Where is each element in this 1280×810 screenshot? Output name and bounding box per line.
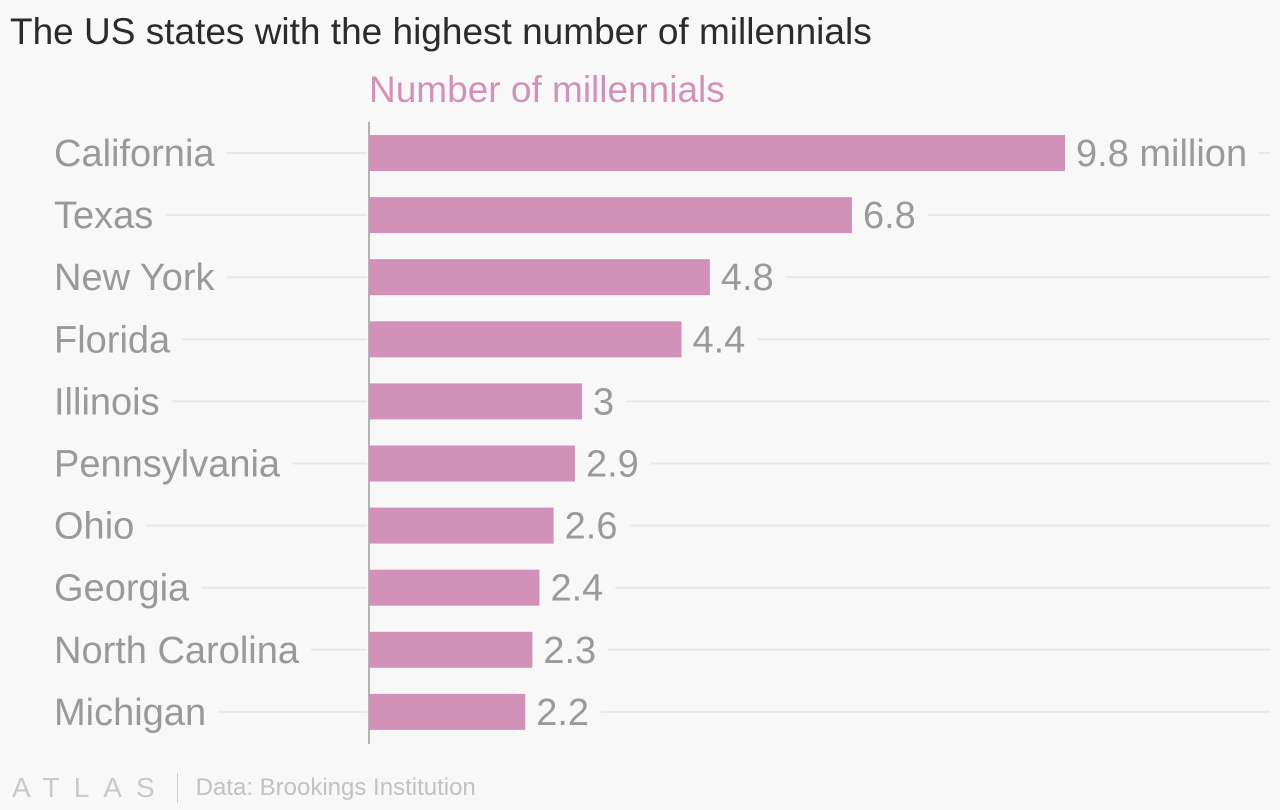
footer-divider [176, 773, 178, 803]
bar [369, 445, 575, 482]
bar [369, 383, 583, 420]
bar [369, 135, 1065, 171]
category-label: Texas [54, 195, 153, 237]
source-note: Data: Brookings Institution [195, 774, 476, 801]
atlas-logo: ATLAS [12, 772, 169, 803]
value-label: 6.8 [863, 195, 916, 237]
value-label: 3 [593, 381, 614, 423]
bar [369, 259, 710, 296]
category-label: Michigan [54, 692, 206, 734]
value-label: 2.2 [536, 692, 589, 734]
category-label: New York [54, 257, 216, 299]
bars [369, 135, 1065, 730]
category-label: Ohio [54, 506, 134, 548]
bar [369, 197, 852, 234]
bar-chart: California Texas New York Florida Illinois Pe… [54, 69, 1270, 744]
value-labels: 9.8 million 6.8 4.8 4.4 3 2.9 2.6 2.4 2.3 2.2 [536, 133, 1247, 734]
category-labels: California Texas New York Florida Illinois Pe… [54, 133, 300, 734]
bar [369, 693, 526, 730]
bar [369, 569, 540, 606]
category-label: California [54, 133, 215, 175]
category-label: North Carolina [54, 630, 300, 672]
value-label: 9.8 million [1076, 133, 1247, 175]
value-label: 2.6 [565, 506, 618, 548]
category-label: Illinois [54, 381, 160, 423]
value-label: 2.3 [543, 630, 596, 672]
category-label: Georgia [54, 568, 190, 610]
bar [369, 631, 533, 668]
footer: ATLAS Data: Brookings Institution [12, 770, 476, 806]
category-label: Pennsylvania [54, 444, 281, 486]
value-label: 4.8 [721, 257, 774, 299]
chart-title: The US states with the highest number of… [10, 11, 872, 52]
bar [369, 507, 554, 544]
value-label: 2.4 [550, 568, 603, 610]
category-label: Florida [54, 319, 171, 361]
value-label: 4.4 [692, 319, 745, 361]
series-label: Number of millennials [369, 69, 725, 110]
value-label: 2.9 [586, 444, 639, 486]
gridlines [146, 152, 1270, 713]
bar [369, 321, 682, 358]
